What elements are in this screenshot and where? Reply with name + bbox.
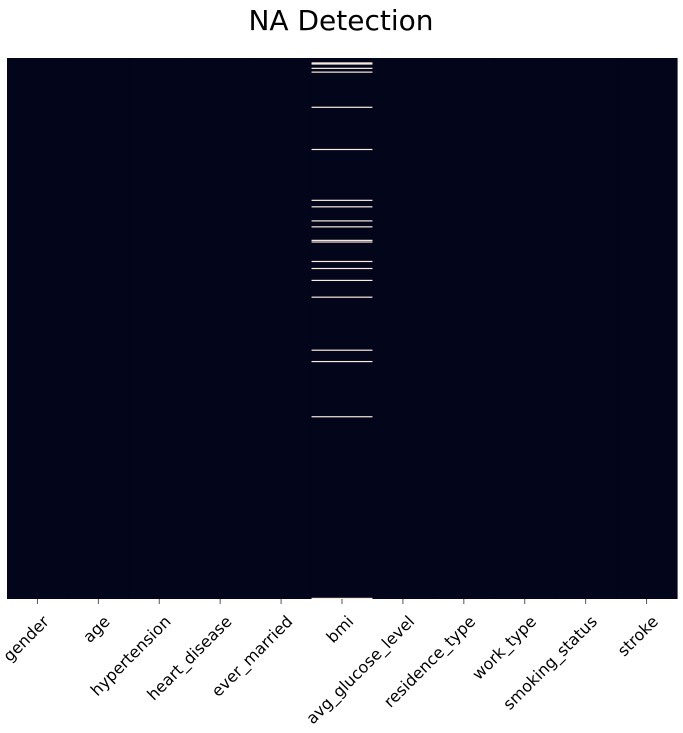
- missing-value-mark: [311, 239, 373, 241]
- heatmap-plot-area: [7, 58, 678, 599]
- heatmap-column-smoking_status: [555, 58, 617, 599]
- missing-value-mark: [311, 260, 373, 263]
- missing-value-mark: [311, 206, 373, 208]
- missing-value-mark: [311, 106, 373, 108]
- heatmap-column-heart_disease: [189, 58, 252, 599]
- heatmap-column-bmi: [311, 58, 374, 599]
- heatmap-column-ever_married: [250, 58, 313, 599]
- x-tick-label: stroke: [614, 612, 662, 660]
- missing-value-mark: [311, 416, 373, 418]
- missing-value-mark: [311, 296, 373, 298]
- missing-value-mark: [311, 360, 373, 363]
- heatmap-column-gender: [7, 58, 69, 599]
- x-axis: gender agehypertensionheart_diseaseever_m…: [0, 599, 662, 729]
- heatmap-column-stroke: [616, 58, 678, 599]
- x-tick-label: bmi: [323, 612, 358, 647]
- x-tick-label: gender: [0, 612, 53, 666]
- missing-value-mark: [311, 71, 373, 73]
- missing-value-mark: [311, 148, 373, 151]
- heatmap-column-hypertension: [128, 58, 191, 599]
- missing-value-mark: [311, 199, 373, 201]
- missing-value-mark: [311, 597, 373, 599]
- missing-value-mark: [311, 267, 373, 270]
- missing-value-mark: [311, 226, 373, 228]
- x-tick-label: avg_glucose_level: [302, 612, 419, 729]
- missing-value-mark: [311, 62, 373, 64]
- heatmap-column-avg_glucose_level: [372, 58, 434, 599]
- x-tick-label: age: [79, 612, 114, 647]
- missing-value-mark: [311, 67, 373, 69]
- missing-value-mark: [311, 220, 373, 222]
- heatmap-column-work_type: [494, 58, 556, 599]
- heatmap-column-age: [67, 58, 130, 599]
- heatmap-column-residence_type: [433, 58, 495, 599]
- missing-value-mark: [311, 279, 373, 282]
- missing-value-mark: [311, 349, 373, 351]
- missing-value-mark: [311, 63, 373, 65]
- chart-title: NA Detection: [248, 4, 433, 37]
- missing-value-mark: [311, 241, 373, 243]
